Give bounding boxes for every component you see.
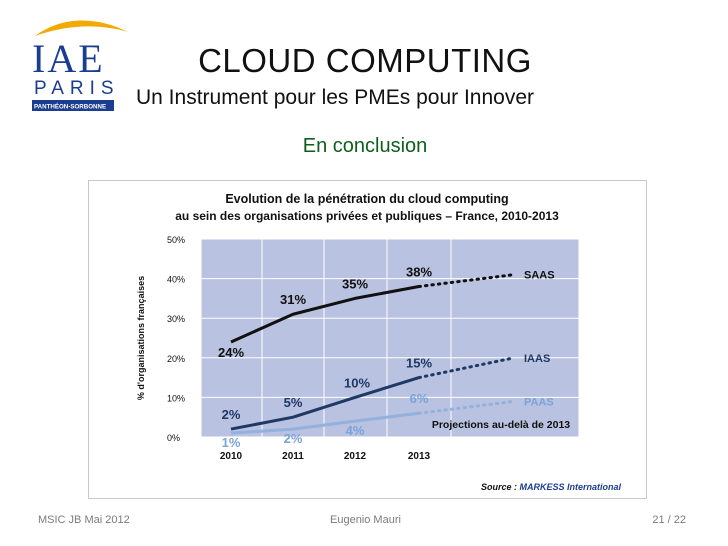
footer-page-number: 21 / 22 — [652, 514, 686, 526]
x-tick-label: 2012 — [344, 451, 367, 462]
footer-course: MSIC JB Mai 2012 — [38, 514, 130, 526]
data-label: 35% — [342, 276, 368, 291]
series-line-iaas — [230, 376, 420, 431]
y-tick-label: 50% — [167, 235, 185, 245]
data-label: 6% — [410, 391, 429, 406]
projection-line-saas — [417, 273, 516, 289]
chart-source: Source : MARKESS International — [481, 482, 622, 492]
y-axis-label: % d'organisations françaises — [136, 276, 146, 400]
series-label-iaas: IAAS — [524, 353, 550, 365]
logo-line-1: IAE — [32, 36, 105, 81]
projection-line-iaas — [417, 356, 516, 380]
logo-swoosh — [35, 20, 128, 36]
x-tick-label: 2010 — [220, 451, 243, 462]
projection-note: Projections au-delà de 2013 — [432, 419, 570, 431]
data-label: 1% — [222, 435, 241, 450]
projection-line-paas — [417, 399, 516, 415]
series-label-paas: PAAS — [524, 396, 554, 408]
y-tick-label: 10% — [167, 393, 185, 403]
data-label: 2% — [222, 407, 241, 422]
y-tick-label: 40% — [167, 275, 185, 285]
series-line-paas — [230, 411, 420, 435]
penetration-chart: Evolution de la pénétration du cloud com… — [136, 192, 622, 492]
data-label: 10% — [344, 375, 370, 390]
series-line-saas — [230, 285, 420, 344]
logo-line-3: PANTHÉON-SORBONNE — [34, 103, 106, 111]
slide-subtitle: Un Instrument pour les PMEs pour Innover — [136, 86, 535, 109]
logo-ribbon — [32, 100, 114, 111]
chart-source-name: MARKESS International — [520, 482, 622, 492]
plot-area — [201, 239, 579, 437]
logo-line-2: PARIS — [34, 78, 120, 99]
data-label: 4% — [346, 423, 365, 438]
chart-title: Evolution de la pénétration du cloud com… — [225, 192, 508, 206]
data-label: 2% — [284, 431, 303, 446]
data-label: 5% — [284, 395, 303, 410]
y-tick-label: 0% — [167, 433, 180, 443]
x-tick-label: 2011 — [282, 451, 304, 462]
data-label: 15% — [406, 356, 432, 371]
chart-subtitle: au sein des organisations privées et pub… — [175, 209, 559, 223]
chart-source-prefix: Source : — [481, 482, 520, 492]
footer-author: Eugenio Mauri — [330, 514, 401, 526]
y-tick-label: 30% — [167, 314, 185, 324]
y-tick-label: 20% — [167, 354, 185, 364]
data-label: 38% — [406, 265, 432, 280]
chart-image: Evolution de la pénétration du cloud com… — [88, 180, 647, 499]
series-label-saas: SAAS — [524, 270, 555, 282]
section-heading: En conclusion — [302, 135, 428, 157]
slide-title: CLOUD COMPUTING — [198, 42, 532, 79]
iae-paris-logo: IAE PARIS PANTHÉON-SORBONNE — [32, 20, 128, 111]
data-label: 31% — [280, 292, 306, 307]
x-tick-label: 2013 — [408, 451, 431, 462]
data-label: 24% — [218, 345, 244, 360]
